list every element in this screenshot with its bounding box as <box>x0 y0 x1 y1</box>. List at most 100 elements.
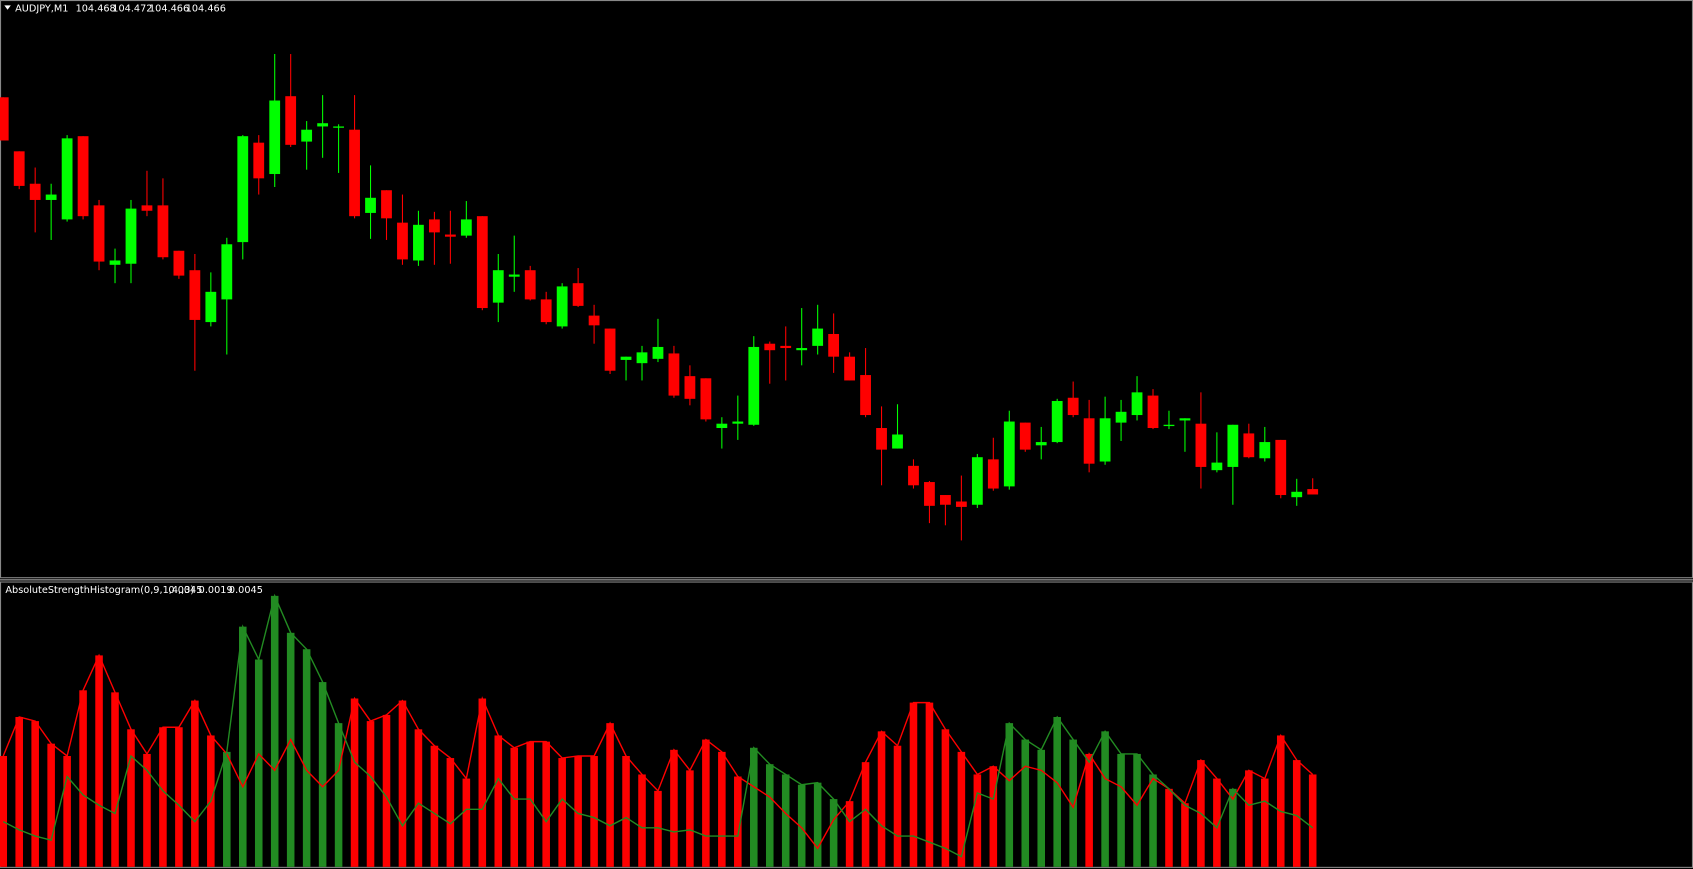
candle-body <box>1243 433 1255 458</box>
histogram-bar <box>286 632 295 867</box>
histogram-bar <box>1276 735 1285 867</box>
candle-body <box>77 136 89 217</box>
histogram-bar <box>31 721 39 867</box>
candle-body <box>413 224 424 261</box>
histogram-bar <box>254 659 263 867</box>
candle-body <box>971 457 983 505</box>
candle-body <box>876 428 887 450</box>
histogram-bar <box>478 698 487 867</box>
candle-body <box>1115 411 1127 423</box>
histogram-bar <box>159 727 167 867</box>
histogram-bar <box>238 626 247 867</box>
candle-body <box>1307 489 1319 495</box>
histogram-bar <box>175 727 183 867</box>
histogram-bar <box>590 755 598 867</box>
candle-body <box>1163 424 1175 427</box>
histogram-bar <box>270 595 279 867</box>
candle-body <box>1051 400 1063 443</box>
histogram-bar <box>829 799 838 867</box>
histogram-bar <box>318 682 327 867</box>
histogram-bar <box>1117 753 1125 867</box>
candle-body <box>93 205 105 262</box>
candle-body <box>1195 423 1207 467</box>
indicator-panel <box>0 581 1693 868</box>
histogram-bar <box>1005 723 1014 867</box>
indicator-title: AbsoluteStrengthHistogram(0,9,1,4,,3) <box>5 585 194 596</box>
indicator-value: 0.0045 <box>229 585 263 596</box>
candle-body <box>1147 395 1159 429</box>
menu-arrow[interactable] <box>4 5 11 10</box>
histogram-bar <box>143 753 151 867</box>
indicator-line <box>2 653 1314 850</box>
histogram-bar <box>941 729 950 867</box>
histogram-bar <box>574 755 582 867</box>
histogram-bar <box>558 758 566 867</box>
candle-body <box>636 352 648 364</box>
candle-body <box>508 274 520 277</box>
candle-body <box>1003 421 1015 487</box>
candle-body <box>860 375 871 416</box>
histogram-bar <box>47 743 55 867</box>
candle-body <box>780 345 792 349</box>
histogram-bar <box>223 751 231 867</box>
candle-body <box>141 205 153 211</box>
candle-body <box>987 459 999 489</box>
histogram-bar <box>973 774 982 867</box>
histogram-bar <box>654 790 662 867</box>
candle-body <box>892 434 903 449</box>
histogram-bar <box>1085 753 1093 867</box>
candle-body <box>253 142 265 179</box>
histogram-bar <box>1133 753 1141 867</box>
candle-body <box>0 97 9 141</box>
histogram-bar <box>702 739 710 867</box>
histogram-bar <box>861 762 870 867</box>
histogram-bar <box>302 649 311 867</box>
histogram-bar <box>845 801 854 867</box>
histogram-bar <box>1229 788 1237 867</box>
histogram-bar <box>1149 774 1157 867</box>
histogram-bar <box>781 774 790 867</box>
histogram-bar <box>446 758 455 867</box>
candle-body <box>588 315 600 326</box>
candle-body <box>796 348 808 351</box>
histogram-bar <box>542 741 550 867</box>
candle-body <box>764 343 776 351</box>
candle-body <box>652 346 664 359</box>
candle-body <box>29 183 41 200</box>
candle-body <box>397 222 408 260</box>
candle-body <box>955 501 967 507</box>
histogram-bar <box>734 776 742 867</box>
candle-body <box>1291 491 1303 498</box>
histogram-bar <box>765 764 774 867</box>
histogram-bar <box>366 721 375 867</box>
candle-body <box>173 250 185 276</box>
header-open: 104.468 <box>76 4 116 15</box>
candle-body <box>540 299 552 323</box>
candle-body <box>908 465 919 486</box>
candle-body <box>828 333 840 357</box>
histogram-bar <box>1213 778 1221 867</box>
candle-body <box>1211 462 1223 471</box>
candle-body <box>620 356 632 360</box>
histogram-bar <box>622 755 630 867</box>
candle-body <box>460 219 472 236</box>
histogram-bar <box>63 755 71 867</box>
candle-body <box>748 346 760 425</box>
histogram-bar <box>638 774 646 867</box>
candle-body <box>237 136 249 243</box>
header-high: 104.472 <box>112 4 152 15</box>
candle-body <box>301 129 313 142</box>
candle-body <box>476 216 488 309</box>
candle-body <box>333 126 344 128</box>
candle-body <box>317 123 329 127</box>
histogram-bar <box>398 700 407 867</box>
histogram-bar <box>606 723 614 867</box>
candle-body <box>572 283 584 306</box>
histogram-bar <box>670 749 678 867</box>
candle-body <box>524 270 536 300</box>
histogram-bar <box>350 698 359 867</box>
candle-body <box>492 270 504 303</box>
histogram-bar <box>1021 739 1030 867</box>
